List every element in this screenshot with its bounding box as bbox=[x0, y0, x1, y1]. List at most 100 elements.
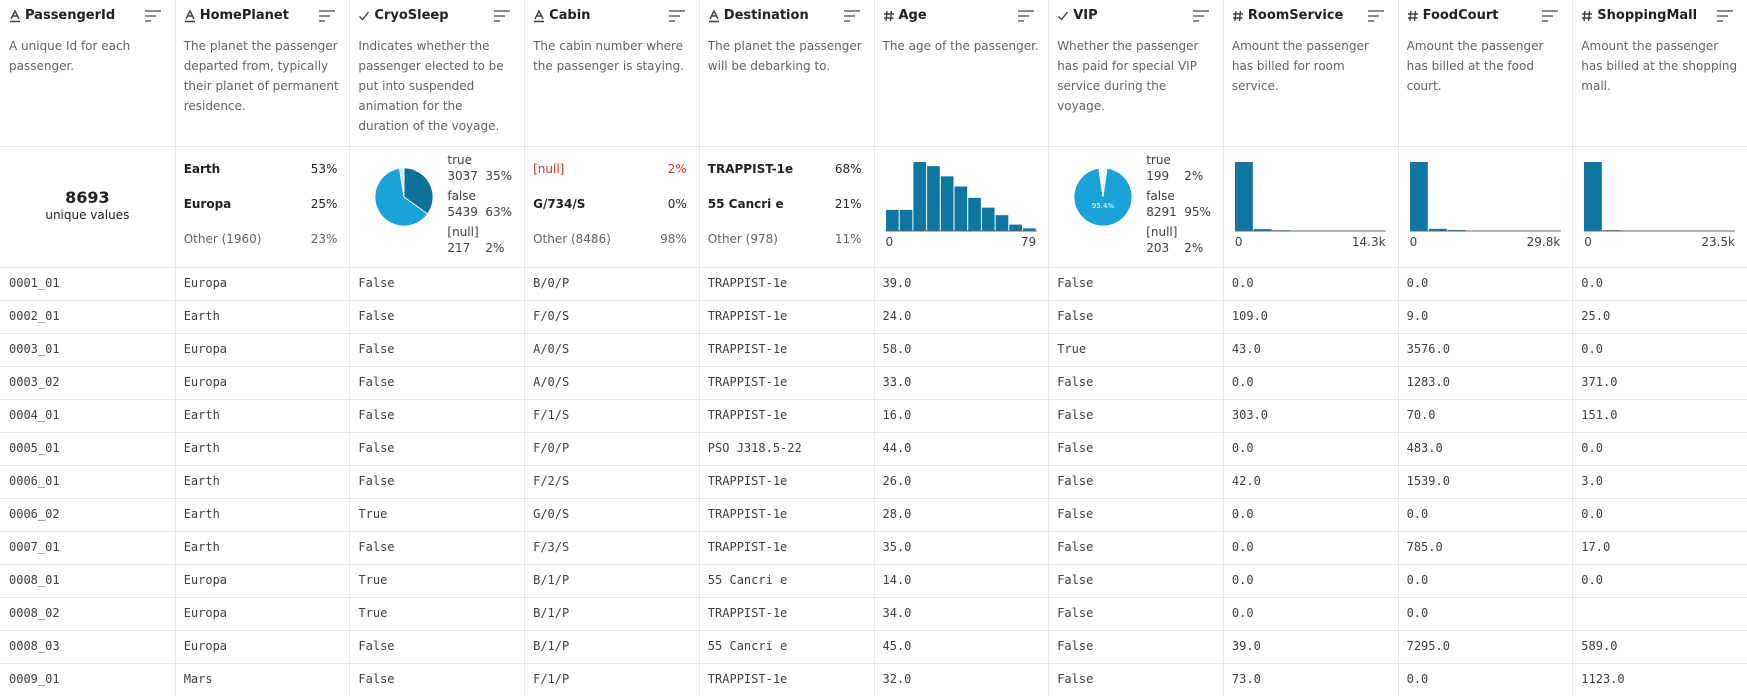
column-name[interactable]: Cabin bbox=[549, 8, 591, 23]
table-cell: 0003_01 bbox=[9, 342, 60, 356]
table-cell: 0008_01 bbox=[9, 573, 60, 587]
pie-legend-percent: 2% bbox=[1184, 241, 1204, 255]
table-cell: 0006_01 bbox=[9, 474, 60, 488]
table-cell: TRAPPIST-1e bbox=[707, 375, 788, 389]
table-cell: False bbox=[1057, 276, 1094, 290]
histogram-axis-label: 0 bbox=[1409, 235, 1418, 249]
pie-legend-count: 217 bbox=[447, 241, 471, 255]
icon-stroke bbox=[1058, 11, 1069, 21]
column-border bbox=[1397, 0, 1399, 696]
table-cell: False bbox=[358, 309, 395, 323]
icon-stroke bbox=[1582, 10, 1593, 22]
sort-icon[interactable] bbox=[494, 10, 511, 22]
column-name[interactable]: VIP bbox=[1073, 8, 1098, 23]
type-icon bbox=[359, 11, 370, 21]
pie-slice bbox=[1098, 167, 1104, 198]
table-cell: 70.0 bbox=[1406, 408, 1436, 422]
histogram-bar bbox=[1008, 224, 1022, 231]
table-cell: 0008_02 bbox=[9, 606, 60, 620]
histogram-axis-label: 14.3k bbox=[1351, 235, 1386, 249]
pie-legend-label: true bbox=[447, 153, 473, 167]
table-cell: False bbox=[1057, 507, 1094, 521]
column-border bbox=[1572, 0, 1574, 696]
top-value-label: G/734/S bbox=[533, 197, 586, 211]
histogram-axis-label: 0 bbox=[1234, 235, 1243, 249]
table-cell: 0.0 bbox=[1231, 507, 1254, 521]
top-value-label: Other (1960) bbox=[183, 232, 262, 246]
table-cell: Earth bbox=[183, 507, 220, 521]
table-cell: False bbox=[358, 342, 395, 356]
column-description: The planet the passenger will be debarki… bbox=[707, 39, 862, 73]
table-cell: 785.0 bbox=[1406, 540, 1443, 554]
table-cell: TRAPPIST-1e bbox=[707, 309, 788, 323]
table-cell: Europa bbox=[183, 573, 228, 587]
table-cell: 32.0 bbox=[882, 672, 912, 686]
table-cell: B/1/P bbox=[533, 573, 570, 587]
table-cell: Europa bbox=[183, 276, 228, 290]
histogram-bar bbox=[899, 209, 912, 231]
column-name[interactable]: Age bbox=[898, 8, 927, 23]
table-cell: 0007_01 bbox=[9, 540, 60, 554]
sort-icon[interactable] bbox=[319, 10, 336, 22]
table-cell: 0.0 bbox=[1231, 540, 1254, 554]
table-cell: Earth bbox=[183, 540, 220, 554]
table-cell: TRAPPIST-1e bbox=[707, 672, 788, 686]
column-description: The age of the passenger. bbox=[882, 39, 1039, 53]
table-cell: False bbox=[1057, 474, 1094, 488]
column-name[interactable]: ShoppingMall bbox=[1597, 8, 1698, 23]
histogram-bar bbox=[1584, 162, 1603, 231]
icon-stroke bbox=[184, 9, 195, 23]
column-border bbox=[873, 0, 875, 696]
histogram-bar bbox=[1022, 228, 1036, 231]
pie-slice bbox=[375, 167, 429, 227]
type-icon bbox=[534, 9, 545, 23]
sort-icon[interactable] bbox=[144, 10, 161, 22]
pie-legend-label: [null] bbox=[447, 225, 479, 239]
histogram bbox=[1409, 162, 1561, 232]
sort-icon[interactable] bbox=[1192, 10, 1209, 22]
column-name[interactable]: RoomService bbox=[1247, 8, 1344, 23]
unique-label: unique values bbox=[45, 208, 130, 222]
sort-icon[interactable] bbox=[843, 10, 860, 22]
table-cell: 34.0 bbox=[882, 606, 912, 620]
sort-icon[interactable] bbox=[1018, 10, 1035, 22]
column-description: Amount the passenger has billed for room… bbox=[1231, 39, 1369, 93]
column-name[interactable]: PassengerId bbox=[25, 8, 116, 23]
pie-legend-count: 3037 bbox=[447, 169, 478, 183]
column-name[interactable]: CryoSleep bbox=[374, 8, 449, 23]
table-cell: 0006_02 bbox=[9, 507, 60, 521]
pie-chart bbox=[375, 167, 434, 227]
table-cell: TRAPPIST-1e bbox=[707, 408, 788, 422]
table-cell: 0.0 bbox=[1406, 276, 1429, 290]
table-cell: F/1/P bbox=[533, 672, 570, 686]
top-value-label: 55 Cancri e bbox=[707, 197, 784, 211]
table-cell: 0.0 bbox=[1581, 441, 1603, 455]
column-description: Whether the passenger has paid for speci… bbox=[1057, 39, 1199, 113]
sort-icon[interactable] bbox=[1717, 10, 1733, 22]
table-cell: TRAPPIST-1e bbox=[707, 276, 788, 290]
column-name[interactable]: HomePlanet bbox=[199, 8, 289, 23]
top-value-percent: 68% bbox=[834, 162, 862, 176]
histogram bbox=[1234, 162, 1386, 232]
top-value-percent: 21% bbox=[834, 197, 862, 211]
icon-stroke bbox=[883, 10, 894, 22]
table-cell: 55 Cancri e bbox=[707, 639, 788, 653]
pie-legend-percent: 35% bbox=[485, 169, 513, 183]
table-cell: 39.0 bbox=[882, 276, 912, 290]
icon-stroke bbox=[1232, 10, 1243, 22]
icon-stroke bbox=[708, 9, 719, 23]
column-description: Amount the passenger has billed at the f… bbox=[1406, 39, 1544, 93]
table-cell: 1123.0 bbox=[1581, 672, 1625, 686]
histogram-bar bbox=[981, 207, 995, 231]
table-cell: F/1/S bbox=[533, 408, 570, 422]
sort-icon[interactable] bbox=[668, 10, 685, 22]
column-name[interactable]: Destination bbox=[723, 8, 809, 23]
column-name[interactable]: FoodCourt bbox=[1422, 8, 1499, 23]
sort-icon[interactable] bbox=[1542, 10, 1559, 22]
icon-stroke bbox=[534, 9, 545, 23]
sort-icon[interactable] bbox=[1367, 10, 1384, 22]
pie-legend-count: 8291 bbox=[1146, 205, 1177, 219]
table-cell: False bbox=[1057, 639, 1094, 653]
histogram-bar bbox=[1253, 229, 1272, 231]
pie-legend-percent: 2% bbox=[1184, 169, 1204, 183]
